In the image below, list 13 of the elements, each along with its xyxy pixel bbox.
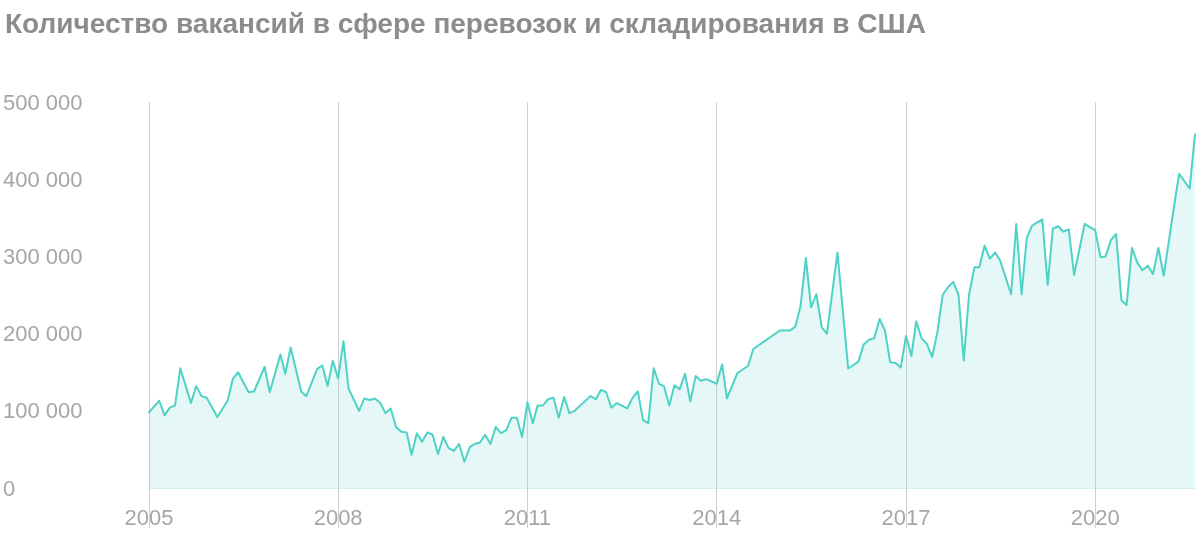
x-tick-label: 2017 [881,504,931,530]
y-tick-label: 100 000 [3,398,83,424]
x-tick-label: 2005 [124,504,174,530]
y-tick-label: 200 000 [3,321,83,347]
y-tick-label: 300 000 [3,243,83,269]
x-tick-label: 2014 [692,504,742,530]
y-tick-label: 0 [3,475,16,501]
y-tick-label: 400 000 [3,166,83,192]
x-tick-label: 2008 [313,504,363,530]
chart-title: Количество вакансий в сфере перевозок и складирования в США [5,7,926,39]
x-tick-label: 2011 [503,504,552,530]
y-tick-label: 500 000 [3,89,83,115]
x-tick-label: 2020 [1070,504,1120,530]
